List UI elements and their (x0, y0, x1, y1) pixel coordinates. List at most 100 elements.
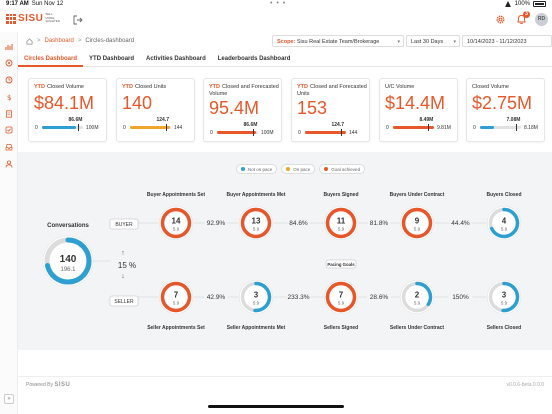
user-icon[interactable] (5, 160, 13, 168)
rate-background (205, 218, 227, 227)
buyer-conversion-rate: 81.8% (370, 220, 389, 227)
buyer-conversion-rate: 92.9% (207, 220, 226, 227)
logo-text: SISU (18, 13, 44, 24)
buyer-stage-label: Buyer Appointments Set (147, 192, 205, 198)
bar-chart-icon[interactable] (5, 43, 13, 51)
kpi-title-text: U/C Volume (385, 84, 415, 90)
kpi-title-text: Closed Units (135, 84, 167, 90)
footer-brand: SISU (54, 382, 71, 388)
battery-text: 100% (514, 1, 530, 7)
checklist-icon[interactable] (5, 126, 13, 134)
notification-badge: 3 (523, 11, 530, 18)
kpi-card[interactable]: YTD Closed and Forecasted Units 153 124.7 0 1… (291, 78, 370, 142)
circle-icon[interactable] (5, 76, 13, 84)
breadcrumb-dashboard-link[interactable]: Dashboard (44, 38, 74, 44)
kpi-max: 144 (349, 130, 358, 136)
kpi-title: YTD Closed and Forecasted Volume (209, 84, 281, 97)
kpi-card[interactable]: YTD Closed and Forecasted Volume 95.4M 86.6… (203, 78, 282, 142)
goal-target-icon[interactable] (5, 59, 13, 67)
tab-circles-dashboard[interactable]: Circles Dashboard (18, 51, 84, 67)
seller-conversion-rate: 28.6% (370, 294, 389, 301)
kpi-target-marker (252, 129, 254, 136)
rate-background (286, 292, 311, 301)
seller-stage-ring-value: 3 (502, 291, 507, 300)
kpi-card[interactable]: Closed Volume $2.75M 7.08M 0 8.18M (466, 78, 545, 142)
status-time: 9:17 AM Sun Nov 12 (6, 1, 64, 7)
home-icon[interactable] (26, 37, 33, 45)
legend-item: On pace (281, 164, 316, 174)
kpi-card[interactable]: YTD Closed Volume $84.1M 86.6M 0 100M (28, 78, 107, 142)
kpi-card[interactable]: YTD Closed Units 140 124.7 0 144 (116, 78, 195, 142)
seller-stage-ring-progress (325, 281, 357, 313)
tab-ytd-dashboard[interactable]: YTD Dashboard (89, 56, 135, 62)
buyer-stage-ring-value: 13 (252, 217, 261, 226)
bell-icon[interactable] (516, 13, 527, 25)
pacing-goals-tag[interactable] (325, 259, 357, 269)
seller-stage-ring-goal: 5.9 (253, 301, 260, 306)
conversations-ring-value: 140 (60, 254, 77, 265)
legend-label: Goal achieved (331, 166, 361, 172)
circles-funnel-panel: Not on pace On pace Goal achieved Conversa… (18, 152, 552, 350)
legend-item: Not on pace (236, 164, 278, 174)
kpi-progress-track (130, 124, 171, 131)
kpi-progress-track (42, 124, 83, 131)
powered-by: Powered By SISU (26, 382, 70, 388)
kpi-target: 8.49M (419, 117, 434, 123)
kpi-min: 0 (210, 130, 213, 136)
kpi-ytd-label: YTD (209, 84, 220, 90)
buyer-stage-ring-goal: 5.9 (501, 227, 508, 232)
split-rate: 15 % (118, 261, 136, 270)
gear-icon[interactable] (495, 14, 506, 25)
kpi-progress-fill (305, 131, 346, 134)
buyer-stage-label: Buyers Closed (486, 192, 521, 198)
tab-leaderboards-dashboard[interactable]: Leaderboards Dashboard (217, 56, 291, 62)
seller-stage-ring-progress (401, 281, 433, 313)
seller-stage-ring-goal: 5.9 (173, 301, 180, 306)
tab-activities-dashboard[interactable]: Activities Dashboard (146, 56, 206, 62)
legend-item: Goal achieved (319, 164, 366, 174)
conversations-label: Conversations (47, 223, 89, 229)
scope-value: Sisu Real Estate Team/Brokerage (296, 39, 380, 45)
kpi-target: 124.7 (331, 122, 345, 128)
rate-background (367, 292, 391, 301)
home-indicator[interactable] (208, 405, 344, 408)
kpi-target: 86.6M (243, 122, 258, 128)
seller-stage-ring-progress (160, 281, 192, 313)
kpi-progress-track (480, 124, 521, 131)
powered-by-text: Powered By (26, 382, 53, 388)
pacing-goals-label: Pacing Goals (327, 262, 355, 267)
kpi-title: YTD Closed Volume (34, 84, 106, 91)
document-icon[interactable] (5, 110, 13, 118)
rate-background (204, 292, 228, 301)
dollar-icon[interactable]: $ (5, 93, 13, 101)
export-icon[interactable] (73, 15, 83, 25)
kpi-card[interactable]: U/C Volume $14.4M 8.49M 0 9.81M (379, 78, 458, 142)
sisu-logo[interactable]: SISU sell more, smarter (6, 13, 61, 24)
buyer-stage-ring-progress (325, 207, 357, 239)
scope-select[interactable]: Scope: Sisu Real Estate Team/Brokerage ▾ (272, 35, 404, 47)
kpi-target-marker (165, 124, 167, 131)
status-date: Sun Nov 12 (31, 1, 64, 7)
breadcrumb: > Dashboard > Circles-dashboard Scope: S… (18, 32, 552, 50)
seller-stage-ring-value: 7 (174, 291, 179, 300)
kpi-value: 140 (122, 93, 153, 113)
date-range-select[interactable]: Last 30 Days ▾ (406, 35, 460, 47)
seller-stage-ring-goal: 5.9 (414, 301, 421, 306)
kpi-max: 144 (174, 125, 183, 131)
buyer-stage-ring-progress (401, 207, 433, 239)
kpi-progress-fill (393, 126, 434, 129)
expand-sidebar-button[interactable]: » (4, 394, 14, 404)
avatar[interactable]: RD (535, 13, 548, 26)
seller-stage-ring-goal: 5.9 (338, 301, 345, 306)
status-legend: Not on pace On pace Goal achieved (236, 164, 366, 175)
date-range-input[interactable]: 10/14/2023 - 11/12/2023 (462, 35, 552, 47)
inbox-icon[interactable] (5, 143, 13, 151)
kpi-min: 0 (123, 125, 126, 131)
seller-stage-ring-value: 7 (339, 291, 344, 300)
seller-conversion-rate: 150% (452, 294, 469, 301)
multitasking-dots[interactable]: • • • (270, 0, 287, 7)
kpi-min: 0 (473, 125, 476, 131)
breadcrumb-separator: > (77, 38, 82, 44)
kpi-target: 124.7 (156, 117, 170, 123)
kpi-max: 100M (86, 125, 99, 131)
